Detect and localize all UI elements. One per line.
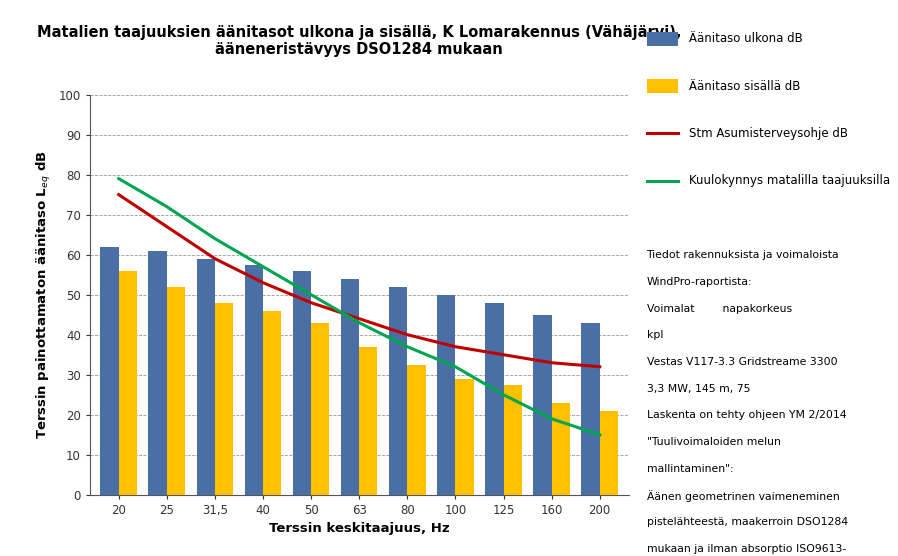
Text: mukaan ja ilman absorptio ISO9613-: mukaan ja ilman absorptio ISO9613- bbox=[647, 544, 846, 554]
Text: kpl: kpl bbox=[647, 330, 663, 340]
Bar bbox=[244, 265, 263, 495]
Bar bbox=[148, 251, 167, 495]
Text: Vestas V117-3.3 Gridstreame 3300: Vestas V117-3.3 Gridstreame 3300 bbox=[647, 357, 837, 367]
Bar bbox=[504, 385, 522, 495]
Bar bbox=[341, 279, 359, 495]
Text: Matalien taajuuksien äänitasot ulkona ja sisällä, K Lomarakennus (Vähäjärvi),
ää: Matalien taajuuksien äänitasot ulkona ja… bbox=[37, 25, 682, 57]
Bar bbox=[582, 322, 600, 495]
Y-axis label: Terssin painottamaton äänitaso L$_{eq}$ dB: Terssin painottamaton äänitaso L$_{eq}$ … bbox=[35, 150, 53, 439]
Text: Voimalat        napakorkeus: Voimalat napakorkeus bbox=[647, 304, 792, 314]
X-axis label: Terssin keskitaajuus, Hz: Terssin keskitaajuus, Hz bbox=[269, 523, 450, 535]
Bar bbox=[263, 311, 281, 495]
Bar bbox=[408, 365, 426, 495]
Text: WindPro-raportista:: WindPro-raportista: bbox=[647, 277, 753, 287]
Text: Äänitaso ulkona dB: Äänitaso ulkona dB bbox=[689, 32, 803, 46]
Bar bbox=[119, 271, 137, 495]
Text: mallintaminen":: mallintaminen": bbox=[647, 464, 733, 474]
Text: pistelähteestä, maakerroin DSO1284: pistelähteestä, maakerroin DSO1284 bbox=[647, 517, 848, 527]
Bar bbox=[311, 322, 330, 495]
Bar bbox=[167, 287, 185, 495]
Bar bbox=[197, 259, 215, 495]
Bar bbox=[389, 287, 408, 495]
Bar bbox=[293, 271, 311, 495]
Text: Laskenta on tehty ohjeen YM 2/2014: Laskenta on tehty ohjeen YM 2/2014 bbox=[647, 410, 846, 420]
Bar bbox=[485, 302, 504, 495]
Text: Kuulokynnys matalilla taajuuksilla: Kuulokynnys matalilla taajuuksilla bbox=[689, 174, 890, 187]
Text: Tiedot rakennuksista ja voimaloista: Tiedot rakennuksista ja voimaloista bbox=[647, 250, 840, 260]
Text: Äänitaso sisällä dB: Äänitaso sisällä dB bbox=[689, 80, 800, 93]
Text: Äänen geometrinen vaimeneminen: Äänen geometrinen vaimeneminen bbox=[647, 490, 840, 502]
Text: Stm Asumisterveysohje dB: Stm Asumisterveysohje dB bbox=[689, 127, 848, 140]
Bar bbox=[101, 247, 119, 495]
Bar bbox=[215, 302, 233, 495]
Bar bbox=[455, 379, 474, 495]
Bar bbox=[359, 347, 377, 495]
Bar bbox=[551, 403, 570, 495]
Text: "Tuulivoimaloiden melun: "Tuulivoimaloiden melun bbox=[647, 437, 780, 447]
Text: 3,3 MW, 145 m, 75: 3,3 MW, 145 m, 75 bbox=[647, 384, 750, 394]
Bar bbox=[533, 315, 551, 495]
Bar bbox=[600, 411, 618, 495]
Bar bbox=[437, 295, 455, 495]
